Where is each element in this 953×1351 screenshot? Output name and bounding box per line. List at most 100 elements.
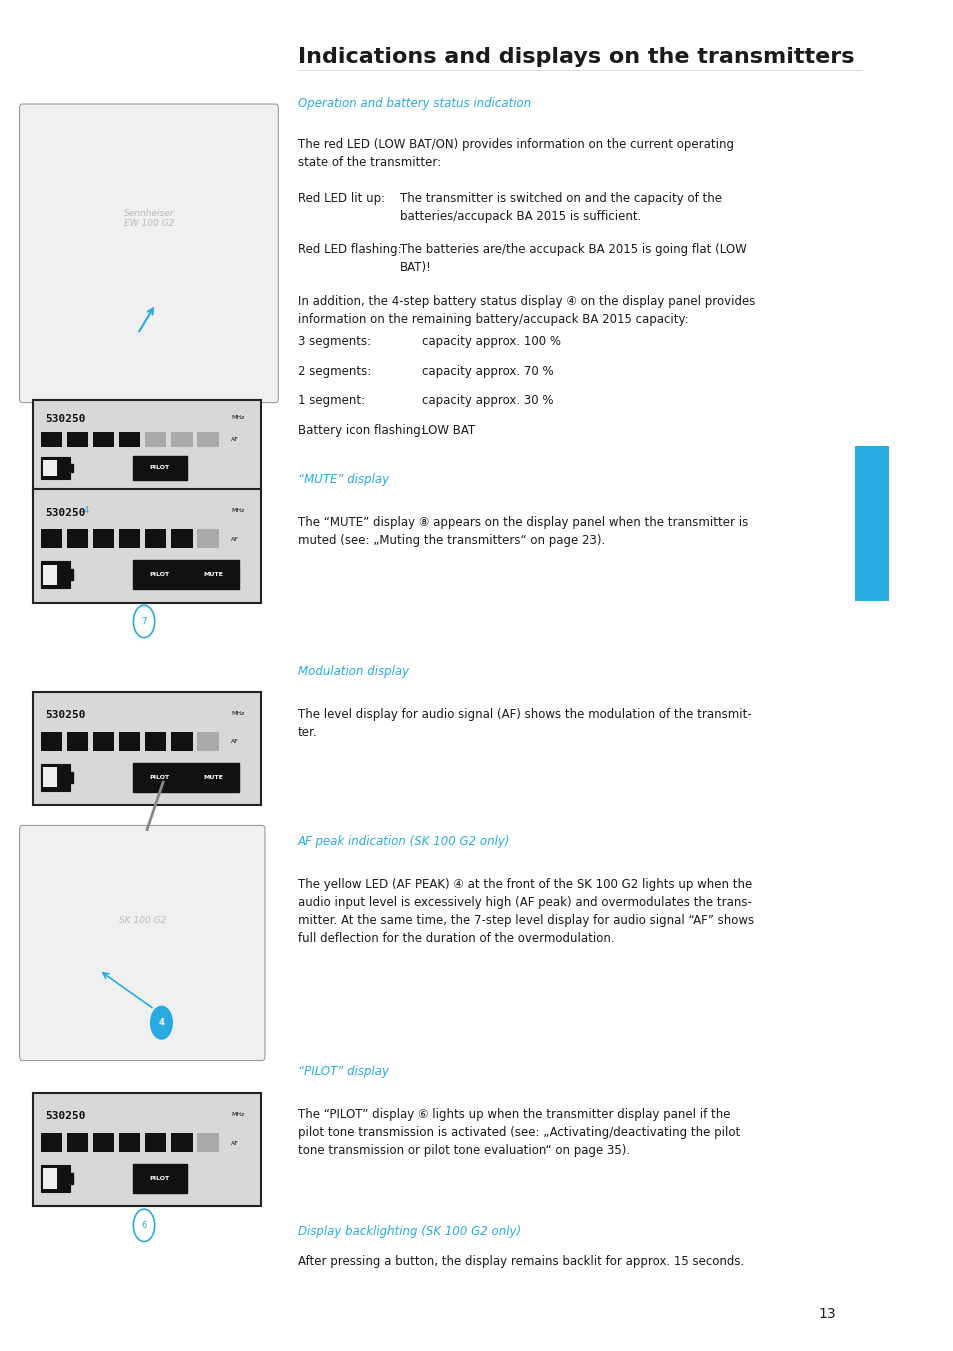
Circle shape bbox=[75, 494, 97, 527]
Text: 530250: 530250 bbox=[45, 1112, 86, 1121]
Text: AF: AF bbox=[231, 536, 238, 542]
Bar bbox=[197, 530, 218, 549]
Text: PILOT: PILOT bbox=[150, 466, 170, 470]
Bar bbox=[145, 530, 166, 549]
Text: AF: AF bbox=[231, 739, 238, 744]
Text: MHz: MHz bbox=[231, 508, 244, 513]
FancyBboxPatch shape bbox=[187, 559, 238, 589]
Bar bbox=[197, 732, 218, 751]
Text: AF peak indication (SK 100 G2 only): AF peak indication (SK 100 G2 only) bbox=[297, 835, 510, 848]
FancyBboxPatch shape bbox=[132, 559, 187, 589]
Text: 530250: 530250 bbox=[45, 711, 86, 720]
FancyBboxPatch shape bbox=[855, 446, 888, 601]
Text: PILOT: PILOT bbox=[150, 774, 170, 780]
FancyBboxPatch shape bbox=[187, 762, 238, 792]
FancyBboxPatch shape bbox=[32, 692, 261, 805]
Bar bbox=[67, 432, 88, 447]
FancyBboxPatch shape bbox=[32, 489, 261, 603]
FancyBboxPatch shape bbox=[32, 400, 261, 490]
Text: Operation and battery status indication: Operation and battery status indication bbox=[297, 97, 531, 111]
Bar bbox=[171, 1133, 193, 1152]
Text: capacity approx. 70 %: capacity approx. 70 % bbox=[422, 365, 554, 378]
Text: MUTE: MUTE bbox=[203, 571, 223, 577]
Text: The “PILOT” display ⑥ lights up when the transmitter display panel if the
pilot : The “PILOT” display ⑥ lights up when the… bbox=[297, 1108, 740, 1156]
Bar bbox=[119, 732, 140, 751]
Bar bbox=[119, 1133, 140, 1152]
Text: 13: 13 bbox=[818, 1308, 835, 1321]
Text: 2 segments:: 2 segments: bbox=[297, 365, 371, 378]
FancyBboxPatch shape bbox=[20, 104, 278, 403]
Text: Sennheiser
EW 100 G2: Sennheiser EW 100 G2 bbox=[124, 209, 174, 228]
Bar bbox=[197, 432, 218, 447]
Bar bbox=[92, 1133, 114, 1152]
Text: The “MUTE” display ⑧ appears on the display panel when the transmitter is
muted : The “MUTE” display ⑧ appears on the disp… bbox=[297, 516, 747, 547]
Bar bbox=[171, 530, 193, 549]
Text: The red LED (LOW BAT/ON) provides information on the current operating
state of : The red LED (LOW BAT/ON) provides inform… bbox=[297, 138, 733, 169]
Text: Battery icon flashing:: Battery icon flashing: bbox=[297, 424, 424, 438]
Bar bbox=[92, 530, 114, 549]
Text: Indications and displays on the transmitters: Indications and displays on the transmit… bbox=[297, 47, 854, 68]
Bar bbox=[70, 771, 73, 782]
Text: 530250: 530250 bbox=[45, 413, 86, 424]
Circle shape bbox=[151, 1006, 172, 1039]
Bar bbox=[70, 463, 73, 473]
Text: PILOT: PILOT bbox=[150, 1175, 170, 1181]
Text: MHz: MHz bbox=[231, 1112, 244, 1117]
Text: “MUTE” display: “MUTE” display bbox=[297, 473, 389, 486]
Text: PILOT: PILOT bbox=[150, 571, 170, 577]
FancyBboxPatch shape bbox=[32, 1093, 261, 1206]
Text: MUTE: MUTE bbox=[203, 774, 223, 780]
Bar bbox=[41, 530, 62, 549]
Text: The yellow LED (AF PEAK) ④ at the front of the SK 100 G2 lights up when the
audi: The yellow LED (AF PEAK) ④ at the front … bbox=[297, 878, 753, 946]
Text: After pressing a button, the display remains backlit for approx. 15 seconds.: After pressing a button, the display rem… bbox=[297, 1255, 743, 1269]
Bar bbox=[41, 1165, 70, 1192]
Bar bbox=[92, 432, 114, 447]
Bar bbox=[145, 1133, 166, 1152]
Bar bbox=[43, 459, 57, 476]
Text: AF: AF bbox=[231, 1140, 238, 1146]
FancyBboxPatch shape bbox=[20, 825, 265, 1061]
Text: capacity approx. 100 %: capacity approx. 100 % bbox=[422, 335, 560, 349]
Bar bbox=[145, 432, 166, 447]
Bar bbox=[41, 1133, 62, 1152]
Text: Red LED lit up:: Red LED lit up: bbox=[297, 192, 385, 205]
Bar bbox=[41, 732, 62, 751]
Bar bbox=[171, 432, 193, 447]
Bar bbox=[67, 530, 88, 549]
Text: 7: 7 bbox=[141, 617, 147, 626]
Bar bbox=[119, 432, 140, 447]
Bar bbox=[197, 1133, 218, 1152]
Text: 4: 4 bbox=[158, 1019, 164, 1027]
Bar bbox=[43, 767, 57, 788]
FancyBboxPatch shape bbox=[132, 1163, 187, 1193]
Text: 530250: 530250 bbox=[45, 508, 86, 517]
Text: Display backlighting (SK 100 G2 only): Display backlighting (SK 100 G2 only) bbox=[297, 1225, 520, 1239]
Bar bbox=[43, 565, 57, 585]
Bar bbox=[70, 569, 73, 580]
Text: 4: 4 bbox=[84, 507, 89, 515]
Bar bbox=[67, 732, 88, 751]
Bar bbox=[145, 732, 166, 751]
FancyBboxPatch shape bbox=[132, 762, 187, 792]
Bar bbox=[41, 763, 70, 790]
Bar bbox=[41, 561, 70, 588]
Text: LOW BAT: LOW BAT bbox=[422, 424, 476, 438]
Bar bbox=[41, 458, 70, 478]
Text: Modulation display: Modulation display bbox=[297, 665, 409, 678]
Text: capacity approx. 30 %: capacity approx. 30 % bbox=[422, 394, 554, 408]
Bar bbox=[119, 530, 140, 549]
Circle shape bbox=[133, 1209, 154, 1242]
Text: The level display for audio signal (AF) shows the modulation of the transmit-
te: The level display for audio signal (AF) … bbox=[297, 708, 751, 739]
Text: Red LED flashing:: Red LED flashing: bbox=[297, 243, 401, 257]
Text: 6: 6 bbox=[141, 1221, 147, 1229]
FancyBboxPatch shape bbox=[132, 457, 187, 480]
Text: MHz: MHz bbox=[231, 711, 244, 716]
Text: 3 segments:: 3 segments: bbox=[297, 335, 371, 349]
Bar bbox=[70, 1173, 73, 1183]
Text: AF: AF bbox=[231, 438, 238, 442]
Text: “PILOT” display: “PILOT” display bbox=[297, 1065, 389, 1078]
Bar bbox=[171, 732, 193, 751]
Text: SK 100 G2: SK 100 G2 bbox=[118, 916, 166, 925]
Bar bbox=[92, 732, 114, 751]
Text: In addition, the 4-step battery status display ④ on the display panel provides
i: In addition, the 4-step battery status d… bbox=[297, 295, 755, 326]
